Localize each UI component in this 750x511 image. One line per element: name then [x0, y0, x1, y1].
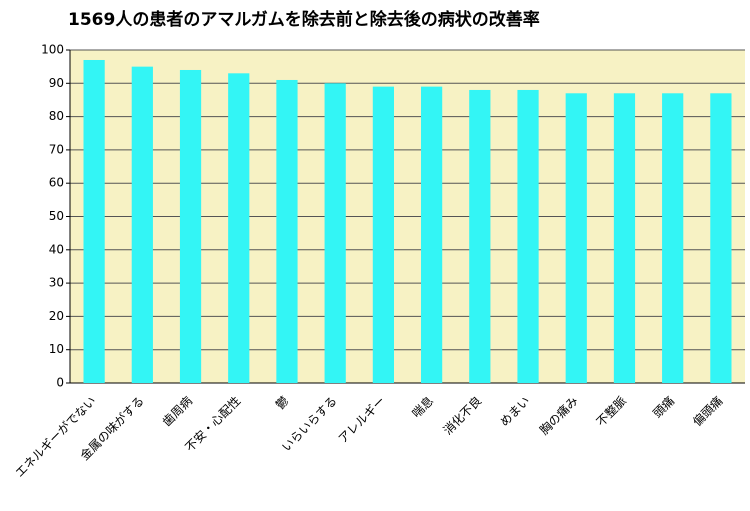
- chart-title: 1569人の患者のアマルガムを除去前と除去後の病状の改善率: [68, 9, 540, 30]
- bar: [710, 93, 732, 383]
- bar: [131, 66, 153, 384]
- y-tick-label: 70: [49, 142, 64, 156]
- y-tick-label: 20: [49, 309, 64, 323]
- bar: [228, 73, 250, 383]
- y-tick-label: 40: [49, 242, 64, 256]
- bar: [372, 86, 394, 383]
- y-tick-label: 90: [49, 76, 64, 90]
- y-tick-label: 80: [49, 109, 64, 123]
- bar: [662, 93, 684, 383]
- bar: [179, 69, 202, 383]
- y-tick-label: 30: [49, 276, 64, 290]
- y-tick-label: 10: [49, 342, 64, 356]
- x-tick-label: 鬱: [273, 394, 291, 412]
- y-tick-label: 50: [49, 209, 64, 223]
- x-tick-label: 頭痛: [650, 393, 678, 421]
- bar: [613, 93, 636, 383]
- y-tick-label: 100: [41, 43, 64, 57]
- bar: [469, 89, 491, 384]
- bar: [517, 89, 539, 384]
- x-tick-label: 偏頭痛: [689, 393, 725, 429]
- bar: [565, 93, 587, 383]
- y-tick-label: 60: [49, 176, 64, 190]
- bar: [324, 83, 346, 384]
- bar: [276, 79, 298, 383]
- x-tick-label: アレルギー: [336, 394, 388, 446]
- bar: [421, 86, 443, 383]
- x-tick-label: 喘息: [409, 393, 437, 421]
- bar: [83, 59, 105, 384]
- x-tick-label: めまい: [497, 394, 532, 429]
- x-tick-label: 不整脈: [593, 393, 629, 429]
- x-tick-label: エネルギーがでない: [12, 393, 99, 480]
- x-tick-label: 胸の痛み: [536, 393, 581, 438]
- y-tick-label: 0: [56, 376, 64, 390]
- x-tick-label: 歯周病: [159, 393, 195, 429]
- x-tick-label: 消化不良: [440, 393, 485, 438]
